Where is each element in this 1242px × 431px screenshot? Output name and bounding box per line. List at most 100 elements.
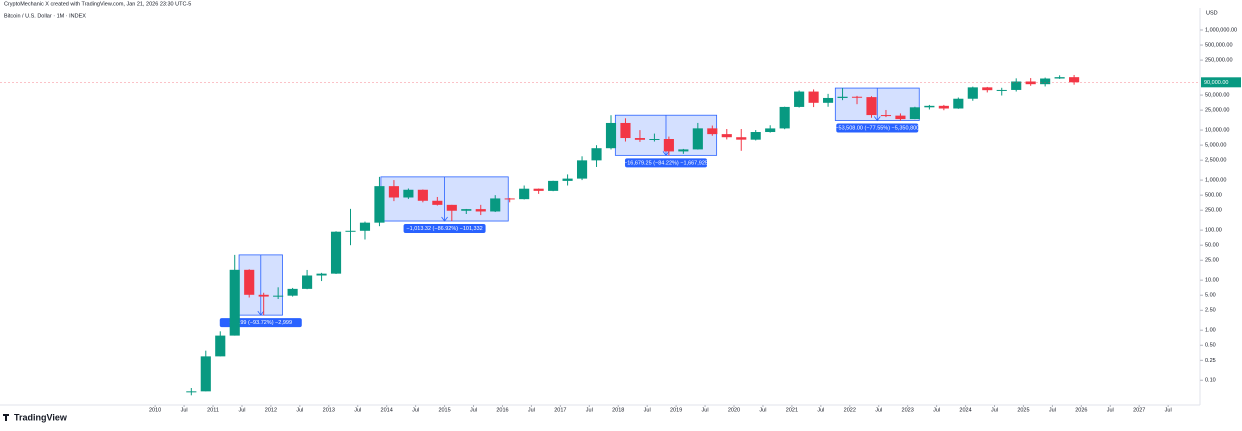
- x-tick-label: 2016: [496, 407, 508, 413]
- candle-body: [837, 96, 848, 98]
- x-tick-label: Jul: [759, 407, 766, 413]
- x-tick-label: 2017: [554, 407, 566, 413]
- candle-body: [316, 273, 327, 276]
- y-tick-label: 5,000.00: [1205, 143, 1226, 149]
- x-tick-label: 2011: [207, 407, 219, 413]
- candle-body: [258, 294, 269, 297]
- range-arrowhead: [662, 151, 670, 157]
- candle-body: [359, 222, 371, 231]
- x-tick-label: Jul: [412, 407, 419, 413]
- y-tick-label: 2.50: [1205, 308, 1216, 314]
- candle-body: [461, 209, 472, 211]
- x-tick-label: Jul: [991, 407, 998, 413]
- candle-body: [678, 149, 689, 152]
- x-tick-label: Jul: [933, 407, 940, 413]
- candle-body: [967, 87, 978, 99]
- x-tick-label: Jul: [875, 407, 882, 413]
- candle-body: [446, 204, 457, 211]
- range-label-box: [403, 224, 486, 234]
- x-tick-label: Jul: [354, 407, 361, 413]
- y-tick-label: 50,000.00: [1205, 93, 1229, 99]
- range-label-box: [219, 318, 302, 328]
- y-tick-label: 0.25: [1205, 358, 1216, 364]
- candle-body: [229, 269, 240, 336]
- range-label: −1,013.32 (−86.92%) −101,332: [406, 226, 482, 232]
- candle-body: [663, 139, 674, 152]
- candle-body: [374, 186, 385, 223]
- candle-body: [909, 107, 920, 120]
- y-tick-label: 50.00: [1205, 243, 1219, 249]
- candle-body: [330, 231, 342, 274]
- y-tick-label: 250.00: [1205, 208, 1222, 214]
- watermark: TradingView: [14, 412, 68, 422]
- candle-body: [895, 115, 906, 120]
- candle-body: [692, 128, 703, 150]
- candle-body: [880, 115, 892, 117]
- y-tick-label: 1,000,000.00: [1205, 27, 1237, 33]
- candle-body: [417, 189, 428, 201]
- candle-body: [591, 148, 602, 161]
- candle-body: [533, 188, 544, 191]
- x-tick-label: Jul: [817, 407, 824, 413]
- candle-body: [519, 188, 530, 200]
- candle-body: [1025, 81, 1036, 85]
- candle-body: [765, 128, 776, 133]
- candle-body: [200, 356, 211, 392]
- candle-body: [750, 132, 761, 140]
- x-tick-label: Jul: [1107, 407, 1114, 413]
- y-tick-label: 5.00: [1205, 293, 1216, 299]
- x-tick-label: Jul: [1049, 407, 1056, 413]
- logo-icon: [3, 414, 9, 421]
- y-tick-label: 25,000.00: [1205, 108, 1229, 114]
- x-tick-label: 2022: [844, 407, 856, 413]
- y-tick-label: 0.10: [1205, 378, 1216, 384]
- x-tick-label: Jul: [586, 407, 593, 413]
- y-tick-label: 1.00: [1205, 328, 1216, 334]
- x-tick-label: 2023: [902, 407, 914, 413]
- candle-body: [721, 134, 732, 138]
- x-tick-label: 2027: [1133, 407, 1145, 413]
- x-tick-label: Jul: [644, 407, 651, 413]
- x-tick-label: 2020: [728, 407, 740, 413]
- candle-body: [244, 269, 255, 295]
- candle-body: [1054, 77, 1065, 79]
- candle-body: [432, 200, 443, 205]
- x-tick-label: 2010: [149, 407, 161, 413]
- x-tick-label: Jul: [470, 407, 477, 413]
- candle-body: [634, 138, 646, 140]
- candle-body: [403, 189, 414, 198]
- x-tick-label: Jul: [238, 407, 245, 413]
- candle-body: [605, 122, 617, 149]
- candle-body: [1040, 78, 1051, 85]
- x-tick-label: 2018: [612, 407, 624, 413]
- range-label: −53,508.00 (−77.55%) −5,350,800: [835, 125, 919, 131]
- x-tick-label: 2013: [323, 407, 335, 413]
- range-label-box: [624, 158, 707, 168]
- candle-body: [215, 335, 226, 357]
- candle-body: [736, 137, 747, 140]
- candle-body: [302, 275, 313, 289]
- y-tick-label: 500.00: [1205, 193, 1222, 199]
- candle-body: [388, 186, 399, 198]
- candle-body: [953, 98, 964, 109]
- candle-body: [620, 122, 631, 139]
- candle-body: [504, 198, 515, 200]
- y-tick-label: 250,000.00: [1205, 58, 1233, 64]
- candle-body: [490, 198, 501, 212]
- y-tick-label: 0.50: [1205, 343, 1216, 349]
- candle-body: [938, 105, 949, 109]
- candle-body: [794, 91, 805, 107]
- range-arrowhead: [257, 310, 265, 316]
- candle-body: [186, 391, 197, 393]
- candle-body: [707, 128, 718, 135]
- x-tick-label: 2014: [381, 407, 393, 413]
- candle-body: [1069, 77, 1080, 83]
- candle-body: [287, 288, 298, 296]
- range-arrowhead: [873, 116, 881, 122]
- x-tick-label: Jul: [181, 407, 188, 413]
- symbol-title: Bitcoin / U.S. Dollar · 1M · INDEX: [4, 13, 86, 19]
- candle-body: [548, 180, 559, 191]
- candle-body: [475, 209, 486, 212]
